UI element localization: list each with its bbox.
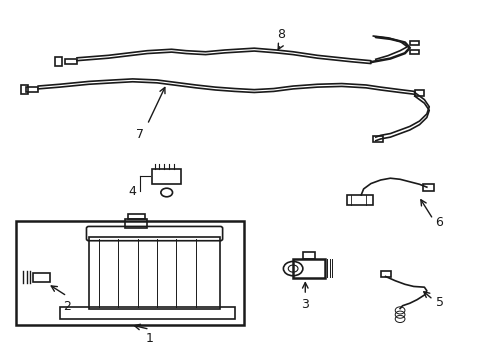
Bar: [33, 273, 50, 282]
Bar: [423, 184, 433, 191]
Bar: [302, 252, 314, 258]
Bar: [55, 57, 62, 66]
Bar: [64, 59, 77, 64]
Bar: [89, 237, 220, 309]
Text: 3: 3: [301, 298, 308, 311]
Bar: [380, 271, 390, 277]
Text: 1: 1: [145, 332, 153, 345]
Bar: [409, 50, 418, 54]
Bar: [127, 214, 144, 219]
Text: 7: 7: [136, 128, 143, 141]
Bar: [125, 219, 147, 228]
Bar: [292, 258, 324, 278]
Text: 6: 6: [435, 216, 443, 229]
Bar: [21, 85, 28, 94]
Bar: [346, 195, 372, 205]
Text: 8: 8: [276, 28, 285, 41]
Bar: [414, 90, 424, 96]
Bar: [152, 169, 181, 184]
Text: 2: 2: [63, 300, 71, 313]
Bar: [372, 136, 382, 143]
Bar: [409, 41, 418, 45]
Text: 5: 5: [435, 296, 443, 309]
Bar: [16, 221, 244, 325]
Bar: [60, 307, 234, 319]
Bar: [26, 87, 38, 93]
Text: 4: 4: [128, 185, 136, 198]
